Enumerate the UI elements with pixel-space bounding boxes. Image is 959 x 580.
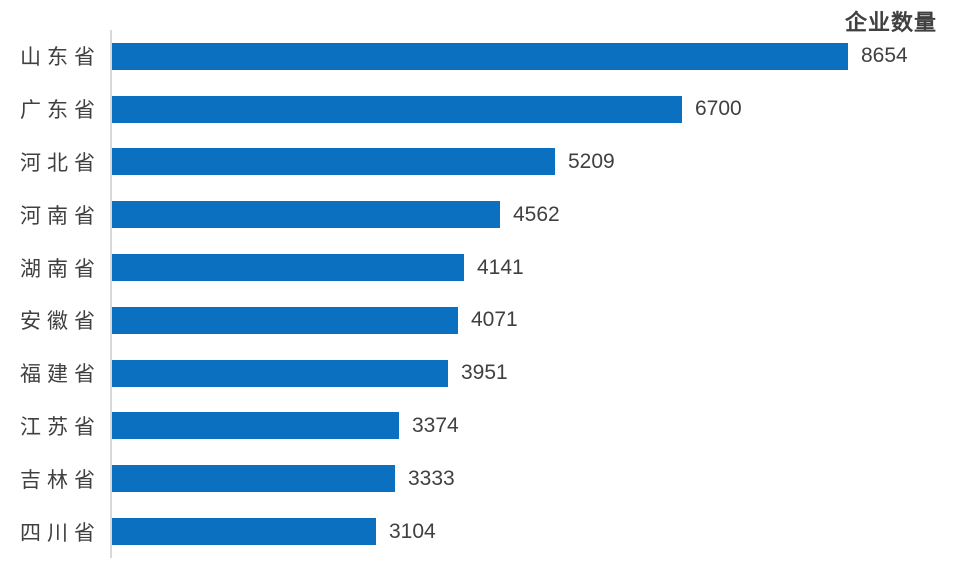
bar-track: 4141 — [112, 241, 959, 294]
bar-track: 3951 — [112, 347, 959, 400]
bar-track: 5209 — [112, 136, 959, 189]
bar-row: 江苏省 3374 — [0, 400, 959, 453]
bar — [112, 306, 458, 334]
value-label: 8654 — [861, 44, 908, 68]
y-axis-line — [110, 30, 112, 558]
bar-track: 3374 — [112, 400, 959, 453]
value-label: 4562 — [513, 202, 560, 226]
bar-track: 4562 — [112, 188, 959, 241]
bar-row: 广东省 6700 — [0, 83, 959, 136]
value-label: 5209 — [568, 149, 615, 173]
category-label: 河北省 — [20, 151, 101, 175]
bar — [112, 148, 555, 176]
category-label: 吉林省 — [20, 468, 101, 492]
value-label: 3374 — [412, 413, 459, 437]
bar-track: 8654 — [112, 30, 959, 83]
category-label: 河南省 — [20, 204, 101, 228]
category-label: 山东省 — [20, 46, 101, 70]
category-label: 广东省 — [20, 99, 101, 123]
bar-track: 6700 — [112, 83, 959, 136]
value-label: 4071 — [471, 308, 518, 332]
bar — [112, 254, 464, 282]
bar-row: 河北省 5209 — [0, 136, 959, 189]
bar-row: 山东省 8654 — [0, 30, 959, 83]
bar-row: 湖南省 4141 — [0, 241, 959, 294]
chart-title: 企业数量 — [844, 10, 937, 35]
bar-rows: 山东省 8654 广东省 6700 河北省 5209 河南省 4562 湖南省 4141 安徽省 40… — [0, 30, 959, 558]
category-label: 四川省 — [20, 521, 101, 545]
bar-row: 四川省 3104 — [0, 505, 959, 558]
bar — [112, 359, 448, 387]
bar — [112, 95, 682, 123]
bar — [112, 42, 848, 70]
bar-row: 河南省 4562 — [0, 188, 959, 241]
category-label: 湖南省 — [20, 257, 101, 281]
value-label: 4141 — [477, 255, 524, 279]
bar-track: 3333 — [112, 452, 959, 505]
bar-row: 吉林省 3333 — [0, 452, 959, 505]
category-label: 安徽省 — [20, 310, 101, 334]
category-label: 江苏省 — [20, 415, 101, 439]
value-label: 3951 — [461, 361, 508, 385]
bar-track: 4071 — [112, 294, 959, 347]
value-label: 3333 — [408, 466, 455, 490]
bar-row: 福建省 3951 — [0, 347, 959, 400]
bar — [112, 201, 500, 229]
value-label: 3104 — [389, 519, 436, 543]
bar — [112, 465, 395, 493]
bar — [112, 518, 376, 546]
bar — [112, 412, 399, 440]
value-label: 6700 — [695, 97, 742, 121]
category-label: 福建省 — [20, 363, 101, 387]
bar-row: 安徽省 4071 — [0, 294, 959, 347]
bar-track: 3104 — [112, 505, 959, 558]
